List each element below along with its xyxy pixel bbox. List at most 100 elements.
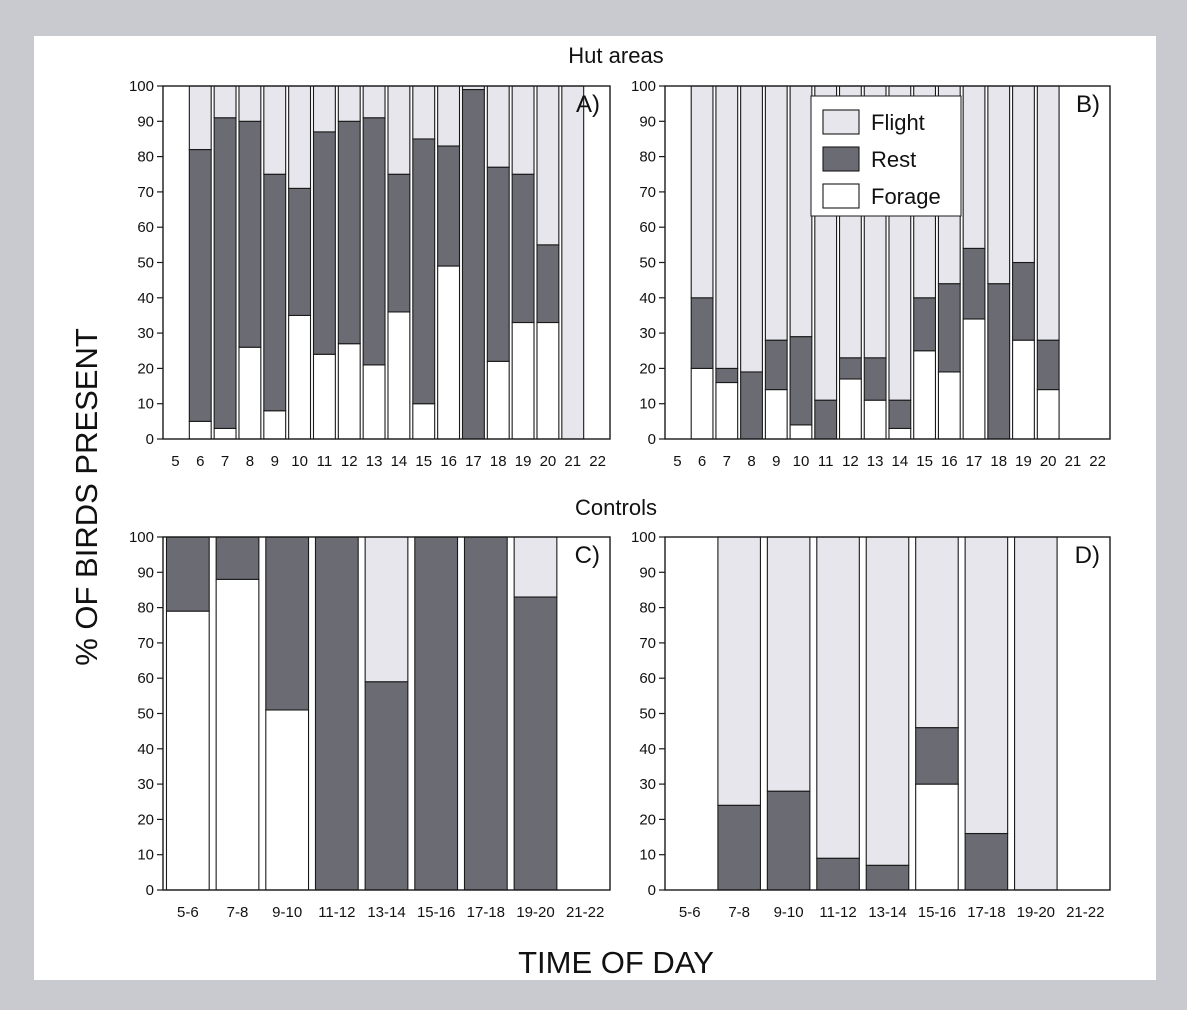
bar-segment-rest (213, 117, 237, 429)
bar-segment-rest (962, 247, 986, 320)
chart-panel-b: 0 10 20 30 40 50 60 70 80 90 100 5 6 7 8 9 10 11 12 13 14 15 1… (631, 78, 1111, 470)
y-tick-label: 50 (639, 706, 656, 723)
bar-segment-flight (213, 85, 237, 119)
x-tick-label: 5-6 (679, 904, 701, 921)
bar-segment-rest (412, 138, 436, 405)
y-tick-label: 0 (146, 431, 154, 448)
bar-segment-rest (717, 804, 761, 891)
bar-segment-flight (238, 85, 262, 122)
x-tick-label: 17-18 (467, 904, 505, 921)
plot-frame (162, 536, 611, 891)
y-tick-label: 10 (639, 847, 656, 864)
y-tick-label: 10 (639, 396, 656, 413)
bar-segment-forage (288, 314, 312, 440)
bar-segment-forage (962, 318, 986, 440)
x-tick-label: 21 (564, 453, 581, 470)
bar-segment-rest (764, 339, 788, 391)
bar-segment-rest (165, 536, 210, 612)
bar-segment-rest (937, 283, 961, 373)
bar-segment-flight (789, 85, 813, 338)
bar-segment-rest (888, 399, 912, 429)
bar-segment-forage (511, 321, 535, 440)
bar-segment-rest (364, 681, 409, 891)
bar-segment-flight (362, 85, 386, 119)
x-tick-label: 6 (698, 453, 706, 470)
bar-segment-forage (312, 353, 336, 440)
bar-segment-forage (536, 321, 560, 440)
bar-segment-flight (816, 536, 860, 859)
bar-segment-rest (463, 536, 508, 891)
bar-segment-rest (486, 166, 510, 362)
y-tick-label: 50 (639, 255, 656, 272)
bar-segment-forage (215, 578, 260, 891)
x-tick-label: 18 (490, 453, 507, 470)
y-tick-label: 90 (639, 113, 656, 130)
x-tick-label: 21-22 (566, 904, 604, 921)
panel-label: D) (1075, 542, 1100, 569)
bar-segment-forage (412, 403, 436, 440)
legend-label-flight: Flight (871, 110, 925, 135)
plot-frame (664, 536, 1111, 891)
x-tick-label: 20 (1040, 453, 1057, 470)
bar-segment-rest (816, 857, 860, 891)
x-tick-label: 19-20 (516, 904, 554, 921)
bar-segment-forage (213, 427, 237, 440)
x-tick-label: 5-6 (177, 904, 199, 921)
y-tick-label: 10 (137, 847, 154, 864)
bar-segment-rest (915, 727, 959, 785)
bar-segment-rest (536, 244, 560, 324)
y-tick-label: 30 (137, 776, 154, 793)
bar-segment-forage (165, 610, 210, 891)
x-tick-label: 5 (171, 453, 179, 470)
y-tick-label: 10 (137, 396, 154, 413)
plot-frame (162, 85, 611, 440)
x-tick-label: 19-20 (1017, 904, 1055, 921)
x-tick-label: 14 (892, 453, 909, 470)
y-tick-label: 40 (137, 290, 154, 307)
y-tick-label: 40 (639, 741, 656, 758)
x-tick-label: 15-16 (918, 904, 956, 921)
legend-swatch-flight (822, 109, 860, 135)
x-tick-label: 12 (341, 453, 358, 470)
bar-segment-flight (987, 85, 1011, 285)
y-tick-label: 50 (137, 255, 154, 272)
x-tick-label: 15 (916, 453, 933, 470)
x-tick-label: 6 (196, 453, 204, 470)
bar-segment-forage (263, 410, 287, 440)
bar-segment-forage (337, 343, 361, 440)
bar-segment-flight (513, 536, 558, 598)
bar-segment-flight (536, 85, 560, 246)
group-title-hut-areas: Hut areas (568, 43, 663, 68)
bar-segment-rest (740, 371, 763, 440)
y-tick-label: 20 (137, 811, 154, 828)
bar-segment-flight (486, 85, 510, 168)
panel-label: A) (576, 91, 600, 118)
x-tick-label: 19 (1015, 453, 1032, 470)
y-tick-label: 80 (137, 600, 154, 617)
bar-segment-rest (337, 120, 361, 345)
x-tick-label: 14 (391, 453, 408, 470)
x-tick-label: 22 (589, 453, 606, 470)
x-tick-label: 10 (793, 453, 810, 470)
bar-segment-flight (412, 85, 436, 140)
bar-segment-rest (314, 536, 359, 891)
x-tick-label: 17 (966, 453, 983, 470)
bar-segment-flight (964, 536, 1009, 835)
x-tick-label: 10 (291, 453, 308, 470)
y-tick-label: 80 (639, 600, 656, 617)
bar-segment-forage (1012, 339, 1035, 440)
y-tick-label: 90 (639, 564, 656, 581)
chart-panel-d: 0 10 20 30 40 50 60 70 80 90 100 5-6 7-8 9-10 11-12 13-… (631, 529, 1111, 921)
bar-segment-flight (387, 85, 411, 175)
bar-segment-flight (288, 85, 312, 189)
y-tick-label: 60 (639, 219, 656, 236)
bar-segment-flight (364, 536, 409, 683)
x-tick-label: 9 (772, 453, 780, 470)
x-tick-label: 9-10 (272, 904, 302, 921)
bar-segment-rest (690, 297, 714, 369)
x-tick-label: 8 (747, 453, 755, 470)
x-tick-label: 9 (271, 453, 279, 470)
bar-segment-forage (937, 371, 961, 440)
bar-segment-rest (461, 88, 485, 440)
